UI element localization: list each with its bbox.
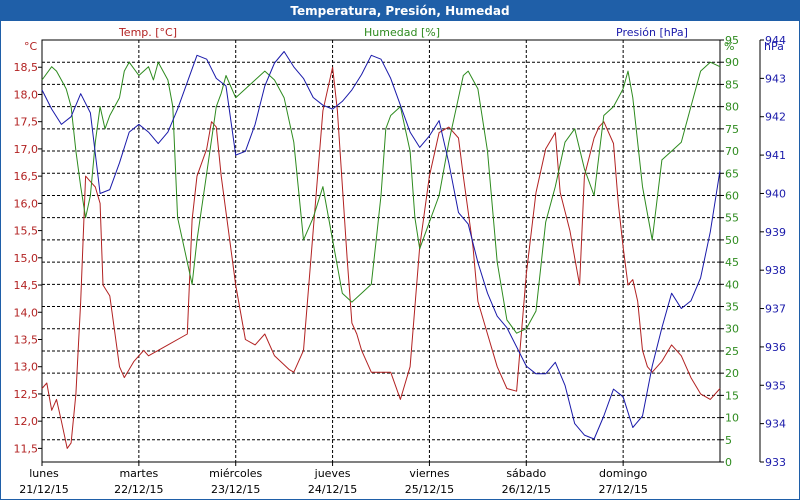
series-layer <box>41 51 721 449</box>
humidity-unit-label: % <box>724 40 734 53</box>
temp-tick-label: 11,5 <box>14 442 39 455</box>
humidity-tick-label: 75 <box>725 123 739 136</box>
temp-tick-label: 18,0 <box>14 88 39 101</box>
pressure-tick-label: 941 <box>765 149 786 162</box>
humidity-tick-label: 95 <box>725 34 739 47</box>
chart-title: Temperatura, Presión, Humedad <box>1 1 799 21</box>
pressure-tick-label: 937 <box>765 303 786 316</box>
humidity-tick-label: 20 <box>725 367 739 380</box>
humidity-tick-label: 45 <box>725 256 739 269</box>
day-date-label: 24/12/15 <box>308 483 357 496</box>
temp-tick-label: 18,5 <box>14 61 39 74</box>
humidity-series <box>41 61 721 334</box>
humidity-tick-label: 10 <box>725 412 739 425</box>
humidity-tick-label: 5 <box>725 434 732 447</box>
temp-tick-label: 16,5 <box>14 170 39 183</box>
temp-tick-label: 15,5 <box>14 225 39 238</box>
day-date-label: 22/12/15 <box>114 483 163 496</box>
humidity-tick-label: 65 <box>725 167 739 180</box>
humidity-tick-label: 90 <box>725 56 739 69</box>
pressure-tick-label: 940 <box>765 187 786 200</box>
pressure-series <box>41 51 721 440</box>
pressure-tick-label: 943 <box>765 72 786 85</box>
temp-tick-label: 13,0 <box>14 361 39 374</box>
temp-tick-label: 12,5 <box>14 388 39 401</box>
humidity-tick-label: 80 <box>725 101 739 114</box>
day-name-label: martes <box>119 467 158 480</box>
temp-tick-label: 14,0 <box>14 306 39 319</box>
day-date-label: 26/12/15 <box>502 483 551 496</box>
humidity-tick-label: 40 <box>725 278 739 291</box>
humidity-tick-label: 25 <box>725 345 739 358</box>
pressure-tick-label: 936 <box>765 341 786 354</box>
day-name-label: sábado <box>506 467 546 480</box>
pressure-tick-label: 935 <box>765 379 786 392</box>
pressure-tick-label: 939 <box>765 226 786 239</box>
temp-unit-label: °C <box>24 40 38 53</box>
temp-tick-label: 17,0 <box>14 143 39 156</box>
humidity-tick-label: 0 <box>725 456 732 469</box>
humidity-tick-label: 30 <box>725 323 739 336</box>
plot-border <box>41 39 721 463</box>
day-date-label: 21/12/15 <box>19 483 68 496</box>
temperature-series <box>41 66 721 449</box>
pressure-tick-label: 944 <box>765 34 786 47</box>
day-name-label: viernes <box>409 467 449 480</box>
humidity-tick-label: 50 <box>725 234 739 247</box>
day-name-label: jueves <box>314 467 351 480</box>
day-name-label: lunes <box>29 467 59 480</box>
temp-axis-label: Temp. [°C] <box>118 26 177 39</box>
pressure-tick-label: 938 <box>765 264 786 277</box>
day-date-label: 23/12/15 <box>211 483 260 496</box>
humidity-tick-label: 55 <box>725 212 739 225</box>
day-name-label: domingo <box>599 467 647 480</box>
temp-tick-label: 14,5 <box>14 279 39 292</box>
humidity-tick-label: 70 <box>725 145 739 158</box>
grid-lines <box>41 39 721 463</box>
pressure-tick-label: 942 <box>765 111 786 124</box>
humidity-tick-label: 35 <box>725 301 739 314</box>
day-name-label: miércoles <box>209 467 262 480</box>
humidity-tick-label: 15 <box>725 389 739 402</box>
pressure-tick-label: 933 <box>765 456 786 469</box>
day-date-label: 25/12/15 <box>405 483 454 496</box>
temp-tick-label: 16,0 <box>14 197 39 210</box>
axes-layer: 11,5 12,0 12,5 13,0 13,5 14,0 14,5 15,0 15,5 16,0… <box>14 34 787 496</box>
temp-tick-label: 13,5 <box>14 333 39 346</box>
temp-tick-label: 12,0 <box>14 415 39 428</box>
humidity-axis-label: Humedad [%] <box>364 26 440 39</box>
temp-tick-label: 15,0 <box>14 252 39 265</box>
temp-tick-label: 17,5 <box>14 116 39 129</box>
humidity-tick-label: 85 <box>725 78 739 91</box>
pressure-unit-label: hPa <box>764 40 784 53</box>
pressure-tick-label: 934 <box>765 418 786 431</box>
day-date-label: 27/12/15 <box>598 483 647 496</box>
humidity-tick-label: 60 <box>725 189 739 202</box>
pressure-axis-label: Presión [hPa] <box>616 26 688 39</box>
